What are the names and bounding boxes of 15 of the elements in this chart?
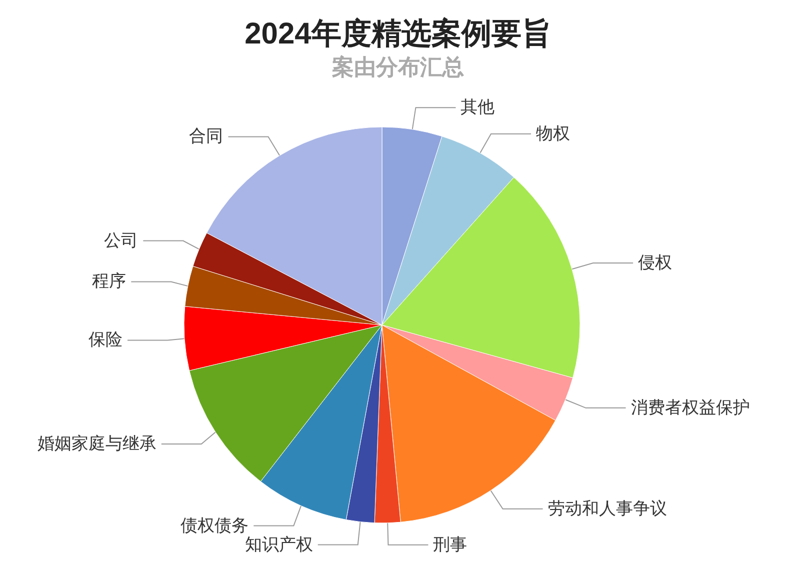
slice-label: 其他 xyxy=(460,98,495,118)
slice-label: 劳动和人事争议 xyxy=(548,498,667,519)
slice-label: 程序 xyxy=(92,272,126,292)
slice-label: 消费者权益保护 xyxy=(630,398,750,418)
slice-label: 刑事 xyxy=(433,534,468,555)
slice-label: 物权 xyxy=(536,124,570,144)
slice-label: 合同 xyxy=(189,126,224,147)
chart-title: 2024年度精选案例要旨 xyxy=(244,16,552,50)
slice-label: 婚姻家庭与继承 xyxy=(37,434,156,454)
slice-label: 公司 xyxy=(104,230,138,251)
slice-label: 侵权 xyxy=(638,252,672,273)
chart-subtitle: 案由分布汇总 xyxy=(331,54,464,80)
slice-label: 债权债务 xyxy=(180,516,249,536)
slice-label: 知识产权 xyxy=(244,534,313,555)
slice-label: 保险 xyxy=(88,330,123,350)
